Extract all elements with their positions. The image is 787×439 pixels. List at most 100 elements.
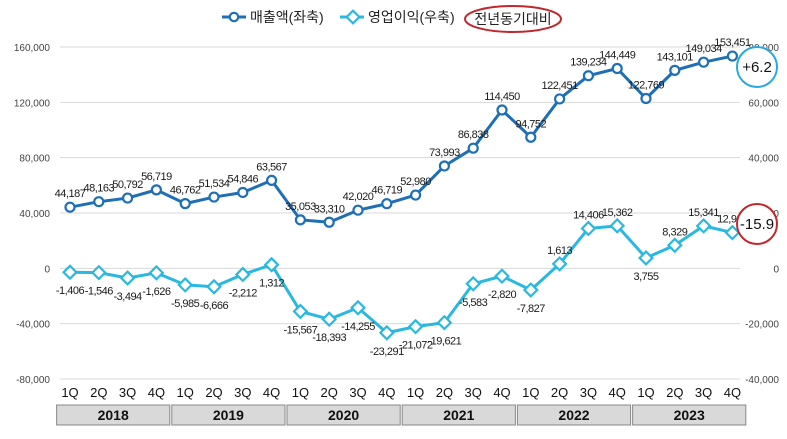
profit-point <box>436 314 453 331</box>
sales-point <box>611 62 623 75</box>
year-box <box>56 404 171 426</box>
legend-profit-marker <box>345 9 361 25</box>
left-tick-label: 0 <box>44 264 50 275</box>
sales-point <box>352 204 364 216</box>
sales-data-label: 86,838 <box>458 129 489 141</box>
sales-point <box>726 50 739 62</box>
legend-sales-marker <box>228 11 240 23</box>
profit-data-label: -2,212 <box>229 287 258 299</box>
profit-point <box>350 299 366 316</box>
left-tick-label: 80,000 <box>19 154 50 165</box>
sales-data-label: 143,101 <box>657 51 694 63</box>
quarter-label: 3Q <box>349 385 366 400</box>
sales-data-label: 46,719 <box>371 185 402 197</box>
plot-series <box>62 50 741 341</box>
left-tick-label: 40,000 <box>19 209 50 220</box>
quarter-label: 1Q <box>177 385 194 400</box>
quarter-label: 4Q <box>724 385 741 400</box>
sales-point <box>553 93 566 105</box>
profit-point <box>292 303 309 320</box>
profit-data-label: 3,755 <box>633 271 658 283</box>
profit-data-label: -23,291 <box>370 346 404 358</box>
sales-data-label: 63,567 <box>256 161 287 173</box>
right-tick-label: -20,000 <box>745 320 779 331</box>
profit-point <box>206 278 222 295</box>
right-tick-label: -40,000 <box>745 375 779 386</box>
quarter-label: 1Q <box>61 385 78 400</box>
quarter-label: 1Q <box>637 385 654 400</box>
profit-point <box>522 282 539 298</box>
profit-data-label: 1,613 <box>547 245 572 257</box>
profit-data-label: 1,312 <box>259 278 284 290</box>
profit-data-label: 8,329 <box>662 226 687 238</box>
legend-yoy-text: 전년동기대비 <box>474 11 551 27</box>
left-tick-label: -40,000 <box>16 320 50 331</box>
profit-data-label: -7,827 <box>517 303 546 315</box>
quarter-label: 1Q <box>292 385 309 400</box>
year-box <box>286 404 401 426</box>
sales-point <box>467 142 479 154</box>
grid <box>60 46 740 380</box>
sales-data-label: 73,993 <box>429 147 460 159</box>
quarter-label: 2Q <box>666 385 683 400</box>
year-label: 2020 <box>328 407 359 423</box>
quarter-label: 4Q <box>378 385 395 400</box>
profit-point <box>494 268 510 285</box>
left-tick-label: 160,000 <box>14 43 51 54</box>
profit-point <box>177 276 194 293</box>
sales-point <box>525 131 537 143</box>
sales-data-label: 139,234 <box>570 57 607 69</box>
sales-data-label: 50,792 <box>112 179 143 191</box>
sales-point <box>237 186 249 199</box>
quarter-label: 4Q <box>263 385 280 400</box>
sales-point <box>381 198 393 210</box>
quarter-label: 3Q <box>580 385 597 400</box>
yoy-badges: +6.2 -15.9 <box>736 46 778 245</box>
profit-point <box>465 275 482 292</box>
sales-point <box>669 64 681 76</box>
year-box <box>171 404 286 426</box>
quarter-label: 2Q <box>321 385 338 400</box>
profit-data-label: -18,393 <box>312 332 346 344</box>
sales-point <box>93 196 105 208</box>
sales-data-label: 153,451 <box>714 37 751 49</box>
sales-point <box>496 104 508 116</box>
profit-yoy-ring <box>736 203 778 245</box>
profit-data-label: -21,072 <box>399 340 433 352</box>
right-tick-label: 0 <box>773 264 779 275</box>
year-label: 2022 <box>558 407 589 423</box>
profit-data-label: -5,583 <box>459 297 488 309</box>
sales-data-label: 35,053 <box>285 201 316 213</box>
left-tick-label: 120,000 <box>14 98 51 109</box>
quarter-label: 2Q <box>551 385 568 400</box>
legend-sales-text: 매출액(좌축) <box>250 9 324 25</box>
profit-point <box>551 255 568 272</box>
sales-point <box>150 184 162 196</box>
sales-data-label: 33,310 <box>314 203 345 215</box>
profit-point <box>666 237 683 254</box>
profit-data-label: -14,255 <box>341 321 375 333</box>
year-box <box>516 404 632 426</box>
legend-yoy-ring <box>464 5 562 33</box>
quarter-label: 2Q <box>90 385 107 400</box>
year-label: 2018 <box>98 407 129 423</box>
profit-point <box>638 250 654 266</box>
sales-point <box>438 160 450 172</box>
profit-point <box>724 224 741 241</box>
sales-data-label: 149,034 <box>685 43 722 55</box>
year-label: 2023 <box>674 407 705 423</box>
legend: 매출액(좌축) 영업이익(우축) 전년동기대비 <box>222 5 562 33</box>
sales-point <box>410 189 422 201</box>
profit-data-label: -2,820 <box>488 289 517 301</box>
sales-data-label: 144,449 <box>599 50 636 62</box>
sales-data-label: 51,534 <box>199 178 230 190</box>
profit-point <box>263 256 280 273</box>
quarter-label: 2Q <box>436 385 453 400</box>
year-box <box>632 404 747 426</box>
sales-data-label: 52,980 <box>400 176 431 188</box>
sales-data-label: 114,450 <box>484 91 520 103</box>
profit-point <box>609 217 626 234</box>
quarter-label: 3Q <box>695 385 712 400</box>
